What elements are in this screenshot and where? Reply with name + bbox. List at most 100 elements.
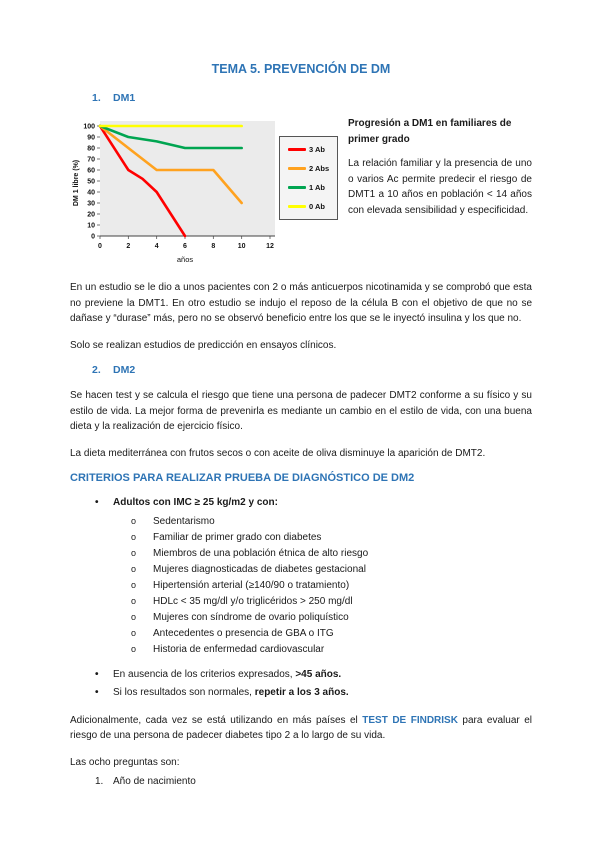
criteria-list: • Adultos con IMC ≥ 25 kg/m2 y con: o Sed… bbox=[70, 495, 532, 657]
y-tick-label: 40 bbox=[87, 189, 95, 196]
dm1-progression-chart: 0 10 20 30 40 50 60 70 80 90 100 0 2 4 6 8 10 12 años DM 1 … bbox=[73, 121, 275, 264]
additional-criteria-list: • En ausencia de los criterios expresado… bbox=[70, 667, 532, 701]
chart-legend: 3 Ab 2 Abs 1 Ab 0 Ab bbox=[279, 136, 339, 220]
y-tick-label: 10 bbox=[87, 222, 95, 229]
x-tick-label: 0 bbox=[98, 243, 102, 250]
list-item-label: HDLc < 35 mg/dl y/o triglicéridos > 250 … bbox=[153, 595, 353, 607]
circle-bullet-icon: o bbox=[131, 563, 137, 574]
circle-bullet-icon: o bbox=[131, 595, 137, 606]
legend-label: 1 Ab bbox=[309, 183, 325, 192]
figure-row: 0 10 20 30 40 50 60 70 80 90 100 0 2 4 6 8 10 12 años DM 1 … bbox=[70, 116, 532, 266]
numbered-item-birthyear: 1. Año de nacimiento bbox=[70, 774, 532, 790]
list-item: o Mujeres diagnosticadas de diabetes gest… bbox=[70, 562, 532, 578]
bullet-icon: • bbox=[95, 668, 99, 680]
section-label: DM2 bbox=[113, 364, 136, 376]
item-number: 1. bbox=[95, 776, 104, 787]
y-tick-label: 90 bbox=[87, 134, 95, 141]
circle-bullet-icon: o bbox=[131, 611, 137, 622]
item-text: Año de nacimiento bbox=[113, 776, 196, 787]
list-item-label: Historia de enfermedad cardiovascular bbox=[153, 643, 325, 655]
list-item: o Historia de enfermedad cardiovascular bbox=[70, 642, 532, 658]
y-tick-label: 60 bbox=[87, 167, 95, 174]
x-tick-label: 6 bbox=[183, 243, 187, 250]
series-line-1-ab bbox=[98, 124, 243, 150]
list-item-age: • En ausencia de los criterios expresado… bbox=[70, 667, 532, 683]
list-item: o Miembros de una población étnica de alt… bbox=[70, 546, 532, 562]
section-heading-dm1: 1. DM1 bbox=[70, 92, 532, 104]
circle-bullet-icon: o bbox=[131, 515, 137, 526]
list-item: o Familiar de primer grado con diabetes bbox=[70, 530, 532, 546]
list-item: o Sedentarismo bbox=[70, 514, 532, 530]
paragraph-prediction: Solo se realizan estudios de predicción … bbox=[70, 339, 337, 351]
figure-text: La relación familiar y la presencia de u… bbox=[348, 158, 532, 216]
y-tick-label: 100 bbox=[83, 123, 95, 130]
spacer bbox=[70, 704, 532, 713]
y-tick-label: 80 bbox=[87, 145, 95, 152]
legend-entry: 0 Ab bbox=[288, 202, 329, 211]
page-title: TEMA 5. PREVENCIÓN DE DM bbox=[211, 62, 391, 76]
list-item-label: Antecedentes o presencia de GBA o ITG bbox=[153, 627, 334, 639]
plot-area bbox=[100, 121, 275, 236]
list-item-label: Sedentarismo bbox=[153, 515, 215, 527]
criteria-heading: CRITERIOS PARA REALIZAR PRUEBA DE DIAGNÓ… bbox=[70, 472, 415, 484]
y-tick-label: 0 bbox=[91, 233, 95, 240]
circle-bullet-icon: o bbox=[131, 531, 137, 542]
list-item: o HDLc < 35 mg/dl y/o triglicéridos > 250… bbox=[70, 594, 532, 610]
list-item-adults: • Adultos con IMC ≥ 25 kg/m2 y con: bbox=[70, 495, 532, 511]
legend-label: 3 Ab bbox=[309, 145, 325, 154]
x-tick-label: 2 bbox=[126, 243, 130, 250]
legend-swatch-icon bbox=[288, 167, 306, 170]
spacer bbox=[70, 658, 532, 667]
y-axis-label: DM 1 libre (%) bbox=[73, 160, 80, 206]
paragraph-dm2-risk: Se hacen test y se calcula el riesgo que… bbox=[70, 390, 532, 432]
series-line-3-ab bbox=[98, 124, 187, 238]
figure-caption: Progresión a DM1 en familiares de primer… bbox=[348, 118, 512, 145]
list-item: o Hipertensión arterial (≥140/90 o tratam… bbox=[70, 578, 532, 594]
bullet-icon: • bbox=[95, 687, 99, 698]
legend-swatch-icon bbox=[288, 205, 306, 208]
section-heading-dm2: 2. DM2 bbox=[70, 364, 532, 376]
list-item-label: En ausencia de los criterios expresados,… bbox=[113, 668, 342, 680]
legend-swatch-icon bbox=[288, 186, 306, 189]
circle-bullet-icon: o bbox=[131, 547, 137, 558]
legend-entry: 2 Abs bbox=[288, 164, 329, 173]
x-tick-label: 4 bbox=[155, 243, 159, 250]
y-tick-label: 50 bbox=[87, 178, 95, 185]
list-item-label: Hipertensión arterial (≥140/90 o tratami… bbox=[153, 579, 350, 591]
x-axis-label: años bbox=[177, 255, 194, 264]
paragraph-diet: La dieta mediterránea con frutos secos o… bbox=[70, 447, 486, 459]
x-tick-label: 12 bbox=[266, 243, 274, 250]
legend-label: 0 Ab bbox=[309, 202, 325, 211]
list-item-label: Miembros de una población étnica de alto… bbox=[153, 547, 369, 559]
y-tick-label: 70 bbox=[87, 156, 95, 163]
figure-caption-block: Progresión a DM1 en familiares de primer… bbox=[348, 116, 532, 218]
questions-intro: Las ocho preguntas son: bbox=[70, 756, 180, 768]
circle-bullet-icon: o bbox=[131, 643, 137, 654]
list-item-label: Mujeres diagnosticadas de diabetes gesta… bbox=[153, 563, 366, 575]
list-item-label: Mujeres con síndrome de ovario poliquíst… bbox=[153, 611, 349, 623]
legend-swatch-icon bbox=[288, 148, 306, 151]
y-tick-label: 20 bbox=[87, 211, 95, 218]
x-tick-label: 8 bbox=[211, 243, 215, 250]
list-item-repeat: • Si los resultados son normales, repeti… bbox=[70, 685, 532, 701]
list-item-label: Si los resultados son normales, repetir … bbox=[113, 687, 349, 698]
legend-label: 2 Abs bbox=[309, 164, 330, 173]
legend-entry: 1 Ab bbox=[288, 183, 329, 192]
section-label: DM1 bbox=[113, 92, 136, 104]
y-tick-label: 30 bbox=[87, 200, 95, 207]
list-item-label: Familiar de primer grado con diabetes bbox=[153, 531, 322, 543]
series-line-2-abs bbox=[98, 124, 243, 205]
section-number: 1. bbox=[92, 92, 101, 104]
paragraph-findrisk: Adicionalmente, cada vez se está utiliza… bbox=[70, 714, 533, 742]
circle-bullet-icon: o bbox=[131, 579, 137, 590]
section-number: 2. bbox=[92, 364, 101, 376]
list-item: o Mujeres con síndrome de ovario poliquís… bbox=[70, 610, 532, 626]
paragraph-study: En un estudio se le dio a unos pacientes… bbox=[70, 282, 532, 324]
circle-bullet-icon: o bbox=[131, 627, 137, 638]
legend-entry: 3 Ab bbox=[288, 145, 329, 154]
list-item-label: Adultos con IMC ≥ 25 kg/m2 y con: bbox=[113, 497, 278, 508]
findrisk-test-mention: TEST DE FINDRISK bbox=[362, 714, 458, 726]
list-item: o Antecedentes o presencia de GBA o ITG bbox=[70, 626, 532, 642]
x-tick-label: 10 bbox=[238, 243, 246, 250]
